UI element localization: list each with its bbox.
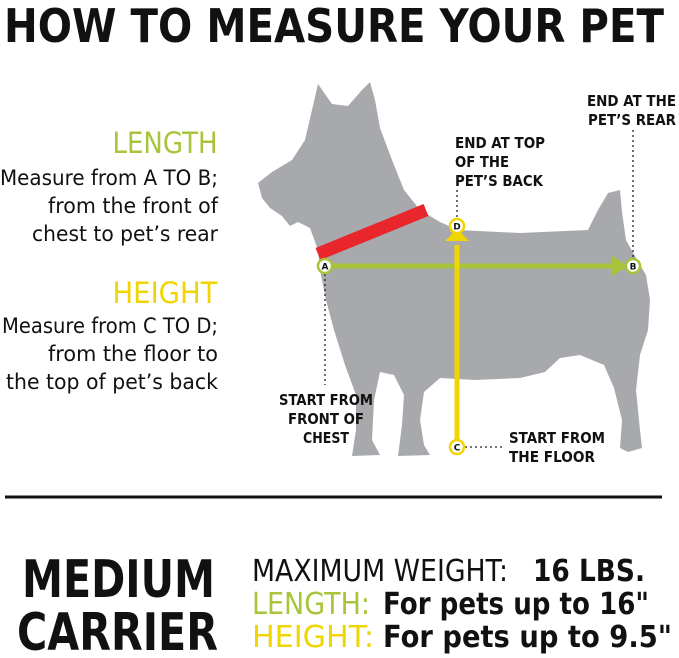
height-arrowhead xyxy=(445,229,469,241)
callout-back-1: END AT TOP xyxy=(455,134,545,152)
height-desc-3: the top of pet’s back xyxy=(6,370,219,394)
callout-rear-2: PET’S REAR xyxy=(588,111,676,129)
point-b-marker xyxy=(624,257,642,275)
length-desc-2: from the front of xyxy=(48,194,219,218)
product-line-1: MEDIUM xyxy=(22,550,215,610)
height-heading: HEIGHT xyxy=(113,276,218,310)
length-spec-value: For pets up to 16" xyxy=(383,587,649,622)
callout-floor-2: THE FLOOR xyxy=(509,448,595,466)
leader-lines xyxy=(324,130,634,448)
callout-back-3: PET’S BACK xyxy=(455,172,544,190)
height-desc-1: Measure from C TO D; xyxy=(2,314,218,338)
page-title: HOW TO MEASURE YOUR PET xyxy=(4,0,665,53)
point-d-marker xyxy=(448,217,466,235)
callout-chest-3: CHEST xyxy=(303,429,350,447)
length-desc-1: Measure from A TO B; xyxy=(0,166,218,190)
callout-back-2: OF THE xyxy=(455,153,509,171)
height-desc-2: from the floor to xyxy=(48,342,218,366)
point-a-marker xyxy=(316,257,334,275)
point-c-label: C xyxy=(454,444,461,454)
length-heading: LENGTH xyxy=(113,126,218,160)
callout-chest-1: START FROM xyxy=(279,391,373,409)
height-spec-value: For pets up to 9.5" xyxy=(383,620,672,655)
point-d-label: D xyxy=(453,223,460,233)
length-desc-3: chest to pet’s rear xyxy=(32,222,218,246)
dog-silhouette xyxy=(258,82,650,456)
weight-label: MAXIMUM WEIGHT: xyxy=(252,554,508,589)
height-spec-label: HEIGHT: xyxy=(252,620,374,655)
length-arrowhead xyxy=(612,256,628,276)
point-c-marker xyxy=(448,438,466,456)
collar xyxy=(315,203,429,261)
callout-rear-1: END AT THE xyxy=(587,92,676,110)
point-b-label: B xyxy=(630,263,637,273)
product-line-2: CARRIER xyxy=(17,603,218,658)
callout-chest-2: FRONT OF xyxy=(288,410,364,428)
callout-floor-1: START FROM xyxy=(509,429,605,447)
length-spec-label: LENGTH: xyxy=(252,587,370,622)
weight-value: 16 LBS. xyxy=(533,554,645,589)
point-a-label: A xyxy=(322,263,329,273)
